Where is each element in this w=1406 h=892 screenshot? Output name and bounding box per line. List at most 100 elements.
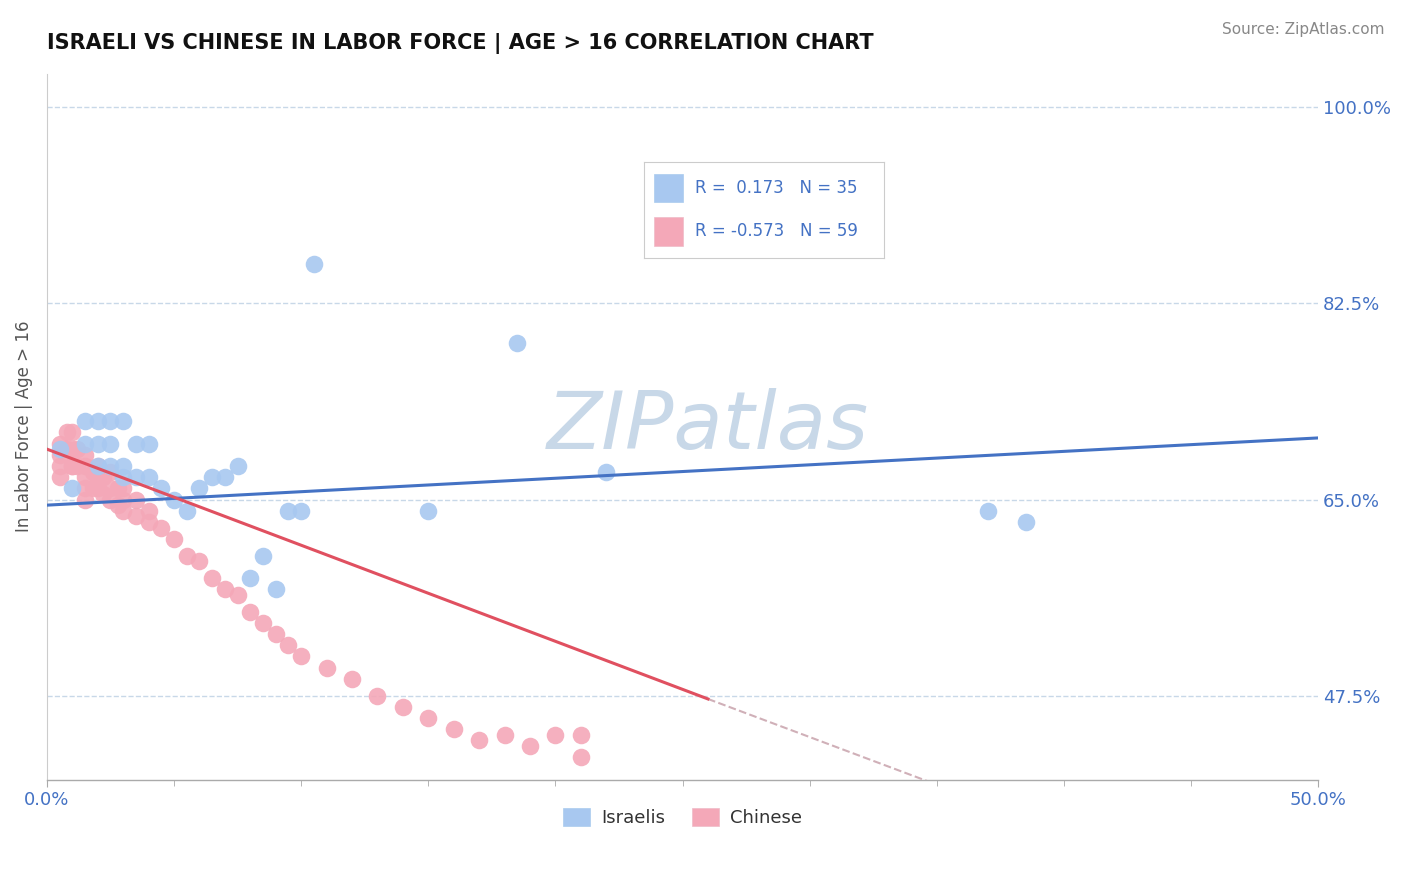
Point	[66, 458, 89, 473]
Point	[138, 436, 160, 450]
Point	[277, 504, 299, 518]
Point	[418, 711, 440, 725]
Point	[87, 458, 110, 473]
Text: ZIPatlas: ZIPatlas	[547, 388, 869, 466]
Point	[60, 442, 83, 457]
Point	[87, 470, 110, 484]
Point	[100, 414, 122, 428]
Point	[188, 554, 211, 568]
Point	[73, 481, 96, 495]
Point	[252, 549, 274, 563]
Point	[138, 515, 160, 529]
Point	[100, 481, 122, 495]
Point	[60, 481, 83, 495]
Point	[976, 504, 998, 518]
Point	[82, 465, 104, 479]
Point	[66, 442, 89, 457]
Point	[239, 571, 262, 585]
Point	[73, 448, 96, 462]
Point	[60, 425, 83, 440]
Legend: Israelis, Chinese: Israelis, Chinese	[555, 800, 810, 834]
Point	[60, 458, 83, 473]
Point	[176, 504, 198, 518]
Point	[48, 458, 70, 473]
Point	[163, 532, 186, 546]
Point	[73, 458, 96, 473]
Point	[82, 481, 104, 495]
Point	[418, 504, 440, 518]
Point	[443, 722, 465, 736]
Point	[201, 571, 224, 585]
Point	[468, 733, 491, 747]
Point	[392, 699, 415, 714]
Point	[91, 487, 114, 501]
Point	[138, 504, 160, 518]
Point	[569, 728, 592, 742]
Point	[112, 492, 135, 507]
Point	[60, 458, 83, 473]
Point	[73, 436, 96, 450]
Point	[56, 442, 79, 457]
Point	[112, 470, 135, 484]
Point	[315, 660, 337, 674]
Point	[100, 492, 122, 507]
Point	[125, 436, 148, 450]
Point	[48, 442, 70, 457]
Point	[150, 520, 173, 534]
Point	[494, 728, 516, 742]
Point	[239, 605, 262, 619]
Point	[112, 504, 135, 518]
Point	[340, 672, 363, 686]
Point	[87, 436, 110, 450]
FancyBboxPatch shape	[654, 217, 683, 245]
Point	[73, 414, 96, 428]
Point	[112, 414, 135, 428]
Y-axis label: In Labor Force | Age > 16: In Labor Force | Age > 16	[15, 321, 32, 533]
Point	[91, 470, 114, 484]
Point	[100, 465, 122, 479]
Point	[214, 470, 236, 484]
Point	[73, 470, 96, 484]
Point	[150, 481, 173, 495]
Point	[290, 649, 312, 664]
Point	[302, 257, 325, 271]
Point	[56, 425, 79, 440]
Point	[87, 414, 110, 428]
Point	[125, 492, 148, 507]
Point	[107, 498, 129, 512]
Point	[264, 582, 287, 596]
Point	[100, 458, 122, 473]
Point	[252, 615, 274, 630]
Text: Source: ZipAtlas.com: Source: ZipAtlas.com	[1222, 22, 1385, 37]
Point	[277, 638, 299, 652]
Point	[73, 492, 96, 507]
Point	[112, 481, 135, 495]
Point	[100, 436, 122, 450]
Point	[48, 436, 70, 450]
Text: R =  0.173   N = 35: R = 0.173 N = 35	[695, 179, 858, 197]
Point	[226, 458, 249, 473]
Point	[107, 481, 129, 495]
Point	[595, 465, 617, 479]
Point	[226, 588, 249, 602]
FancyBboxPatch shape	[654, 174, 683, 202]
Point	[506, 335, 529, 350]
Point	[87, 458, 110, 473]
Point	[1015, 515, 1038, 529]
Point	[163, 492, 186, 507]
Point	[48, 448, 70, 462]
Point	[188, 481, 211, 495]
Point	[138, 470, 160, 484]
Point	[290, 504, 312, 518]
Text: R = -0.573   N = 59: R = -0.573 N = 59	[695, 222, 858, 240]
Point	[214, 582, 236, 596]
Point	[544, 728, 567, 742]
Point	[125, 470, 148, 484]
Text: ISRAELI VS CHINESE IN LABOR FORCE | AGE > 16 CORRELATION CHART: ISRAELI VS CHINESE IN LABOR FORCE | AGE …	[46, 33, 873, 54]
Point	[201, 470, 224, 484]
Point	[176, 549, 198, 563]
Point	[48, 470, 70, 484]
Point	[112, 458, 135, 473]
Point	[519, 739, 541, 753]
Point	[569, 750, 592, 764]
